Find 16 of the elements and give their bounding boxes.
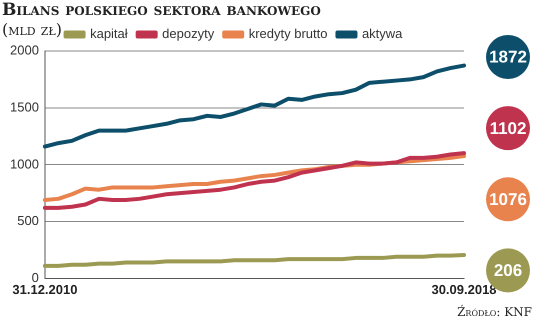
legend-label: depozyty <box>162 26 215 42</box>
data-label: 206 <box>494 261 522 280</box>
data-label: 1076 <box>489 190 527 209</box>
legend-label: aktywa <box>362 26 404 42</box>
legend-label: kredyty brutto <box>248 26 328 42</box>
chart-title: Bilans polskiego sektora bankowego <box>2 0 321 20</box>
y-tick-label: 2000 <box>10 42 39 58</box>
legend-label: kapitał <box>90 26 128 42</box>
y-tick-label: 1000 <box>10 156 39 172</box>
x-tick-label: 30.09.2018 <box>431 282 497 297</box>
data-label: 1102 <box>490 118 526 138</box>
y-tick-label: 500 <box>17 213 39 228</box>
data-label: 1872 <box>489 48 527 67</box>
y-tick-label: 1500 <box>10 99 39 114</box>
text: Źródło: KNF <box>457 305 532 319</box>
chart-subtitle: (mld zł) <box>2 20 62 39</box>
